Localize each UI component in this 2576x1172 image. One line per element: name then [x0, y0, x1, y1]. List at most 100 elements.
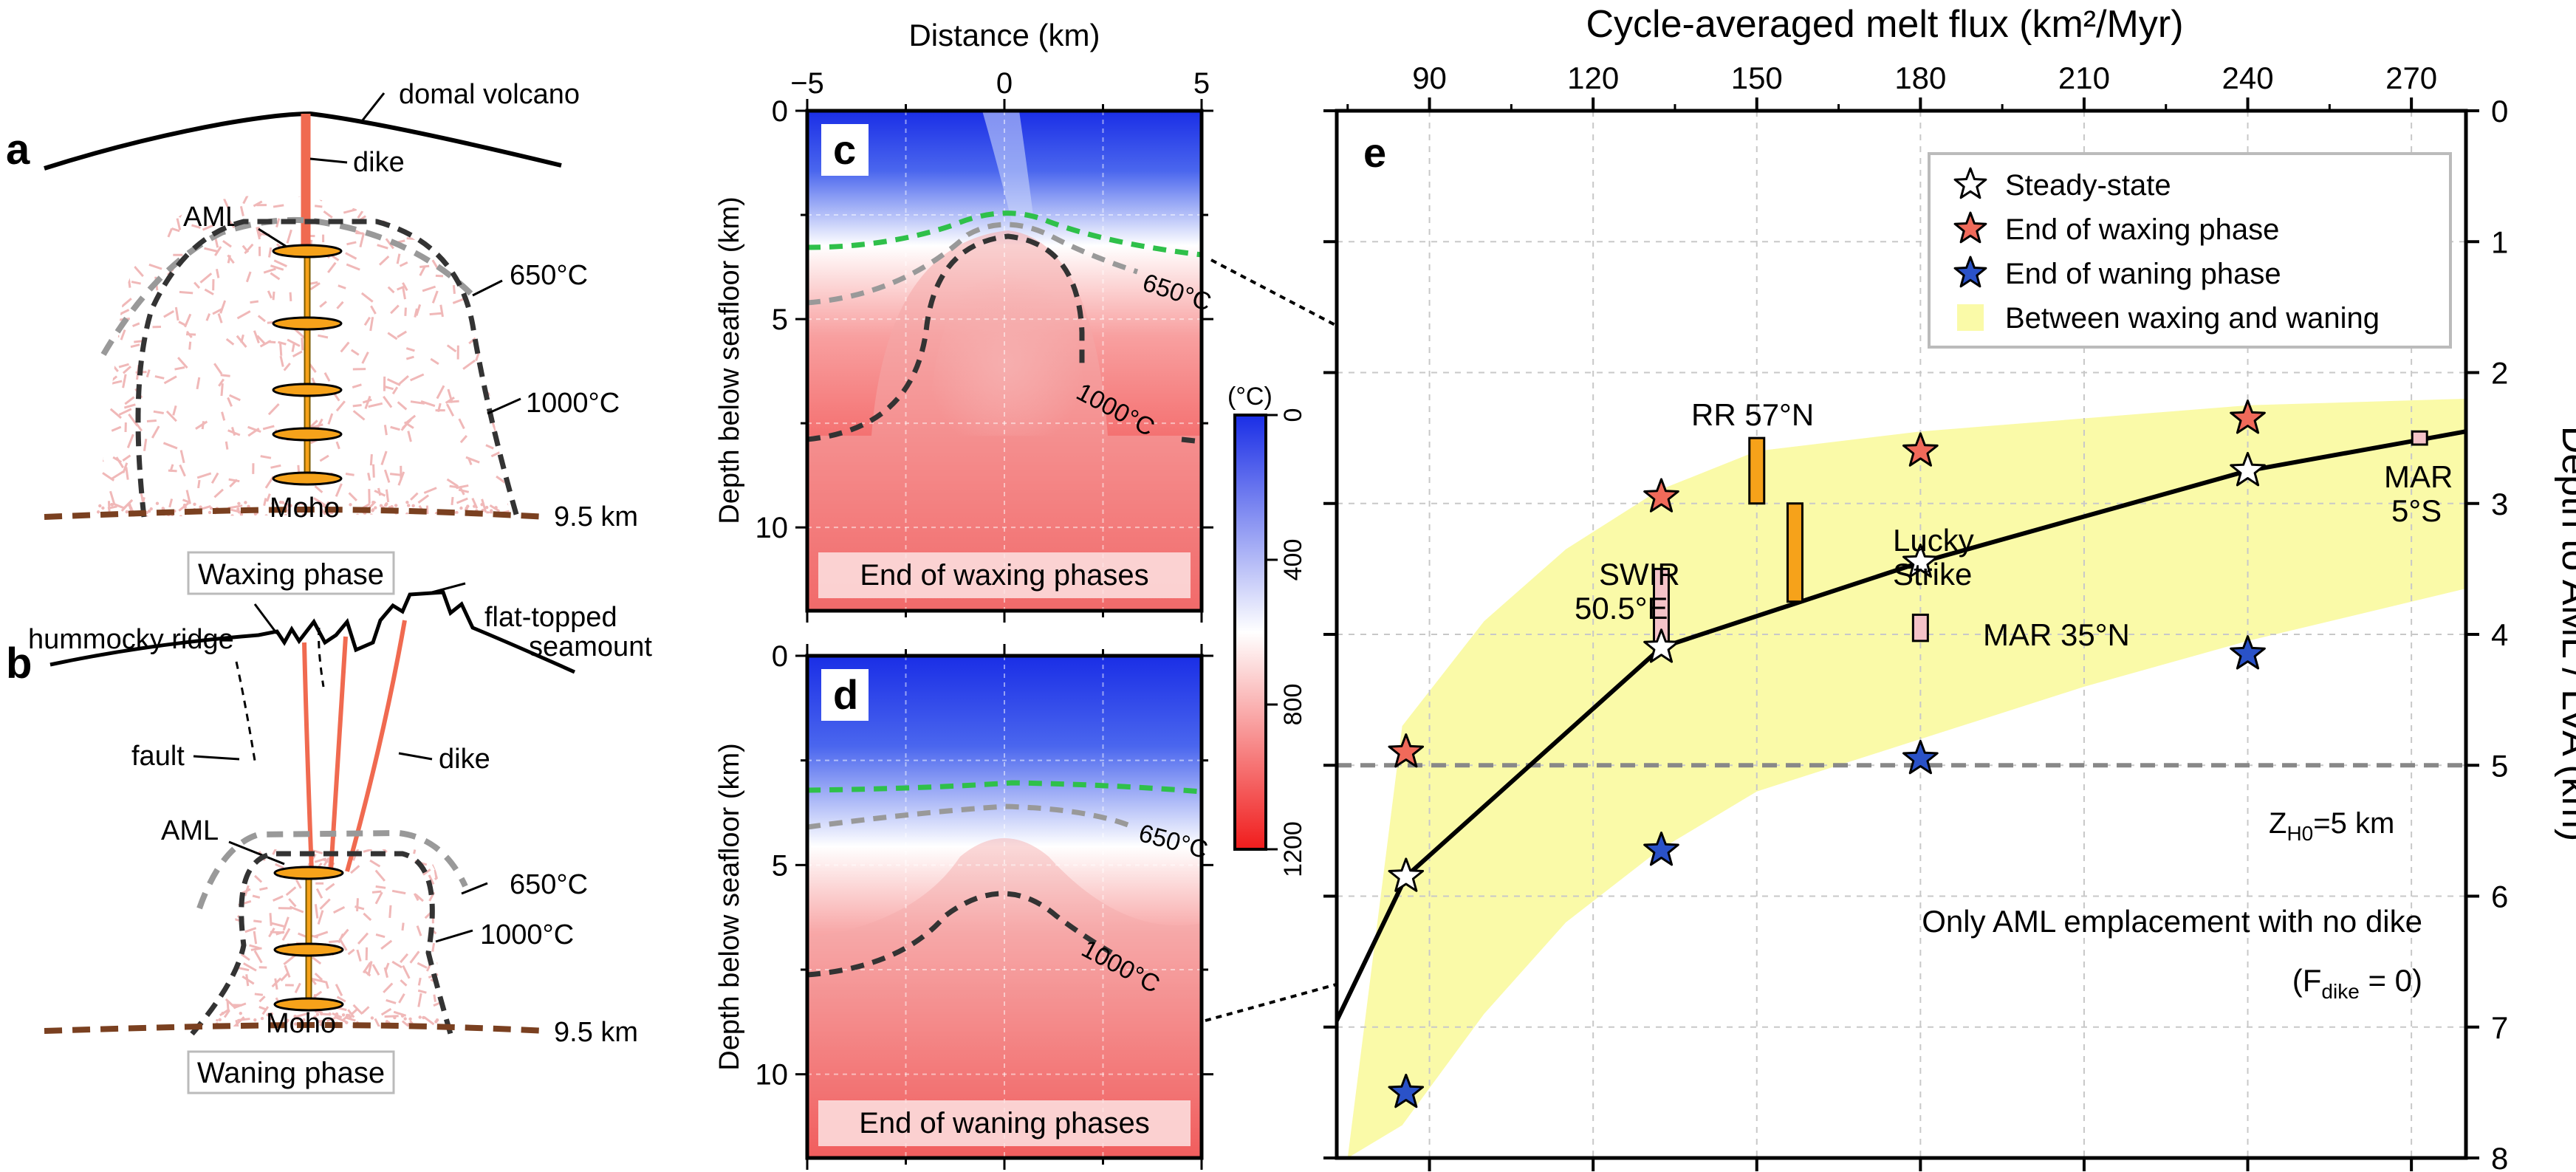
y-tick-label: 10 — [756, 1059, 789, 1092]
texture-mark — [270, 264, 284, 271]
texture-mark — [227, 397, 233, 407]
moho-line-b — [44, 1021, 547, 1034]
texture-mark — [348, 492, 357, 501]
texture-mark — [108, 224, 113, 233]
texture-mark — [301, 337, 304, 351]
aml-sill — [273, 997, 344, 1012]
texture-mark — [410, 373, 425, 382]
texture-mark — [185, 330, 193, 339]
panel-d-letter: d — [833, 671, 858, 718]
texture-mark — [366, 518, 369, 521]
texture-mark — [176, 218, 182, 230]
steady-state-marker — [1902, 544, 1939, 578]
texture-mark — [250, 300, 259, 304]
panel-d-letter-box — [821, 669, 869, 721]
texture-mark — [283, 954, 296, 965]
chart-axes: 90 120 150 180 210 240 270 0 1 2 3 4 5 6 7 8 — [1323, 61, 2508, 1172]
texture-mark — [380, 450, 388, 466]
panel-a-letter: a — [6, 126, 30, 174]
texture-mark — [197, 479, 201, 489]
texture-mark — [380, 849, 388, 854]
waning-marker — [2230, 635, 2266, 670]
texture-mark — [418, 1015, 422, 1019]
texture-mark — [326, 1016, 336, 1022]
texture-mark — [228, 478, 240, 483]
texture-mark — [422, 285, 436, 292]
texture-mark — [287, 338, 301, 347]
fault-2 — [318, 627, 325, 688]
texture-mark — [499, 381, 509, 385]
texture-mark — [285, 886, 297, 897]
texture-mark — [327, 261, 337, 273]
texture-mark — [405, 347, 415, 352]
texture-mark — [473, 252, 479, 261]
texture-mark — [208, 510, 212, 515]
texture-mark — [270, 931, 284, 934]
texture-mark — [295, 879, 302, 889]
texture-mark — [389, 220, 402, 228]
caption-a: Waxing phase — [198, 558, 384, 591]
texture-mark — [415, 304, 422, 316]
texture-mark — [364, 395, 371, 410]
texture-mark — [196, 377, 201, 390]
texture-mark — [452, 285, 456, 294]
aml-sill — [272, 244, 343, 258]
texture-mark — [244, 243, 254, 255]
texture-mark — [345, 1028, 348, 1031]
texture-mark — [294, 507, 298, 511]
texture-mark — [118, 261, 131, 266]
label-moho-depth: 9.5 km — [554, 501, 638, 532]
texture-mark — [134, 265, 144, 278]
texture-mark — [122, 366, 132, 374]
panel-a: a domal volcano dike AML 650°C 1000°C Mo… — [6, 79, 638, 595]
observation-bar — [1748, 436, 1766, 505]
texture-mark — [367, 961, 373, 976]
texture-mark — [174, 306, 179, 321]
texture-mark — [120, 298, 132, 308]
texture-mark — [122, 374, 127, 388]
chart-legend: Steady-state End of waxing phase End of wa… — [1928, 152, 2452, 349]
texture-mark — [445, 397, 455, 404]
texture-mark — [347, 948, 355, 956]
texture-mark — [490, 509, 493, 513]
colorbar-ticks: 0 400 800 1200 — [1266, 408, 1307, 877]
colorbar-unit: (°C) — [1227, 383, 1272, 411]
texture-mark — [253, 200, 263, 208]
obs-label-mar5-2: 5°S — [2391, 493, 2442, 528]
legend-label: End of waxing phase — [2005, 213, 2279, 246]
texture-mark — [253, 1018, 257, 1022]
texture-mark — [335, 984, 343, 996]
texture-mark — [416, 203, 431, 210]
texture-mark — [460, 221, 469, 229]
texture-mark — [245, 518, 248, 521]
texture-mark — [470, 518, 473, 521]
texture-mark — [237, 1018, 250, 1021]
texture-mark — [485, 318, 493, 327]
texture-mark — [319, 301, 327, 308]
texture-mark — [227, 254, 235, 264]
leader-650-b — [461, 882, 488, 895]
isotherm-green-d — [806, 780, 1202, 795]
texture-mark — [436, 385, 445, 400]
texture-mark — [323, 372, 331, 382]
texture-mark — [387, 332, 398, 340]
waxing-marker — [1902, 432, 1939, 467]
texture-mark — [199, 273, 213, 284]
label-aml-b: AML — [161, 815, 219, 846]
texture-mark — [98, 504, 102, 508]
caption-box-c — [818, 552, 1191, 598]
texture-mark — [263, 267, 276, 274]
thermal-ylabel-c: Depth below seafloor (km) — [714, 196, 745, 524]
texture-mark — [407, 431, 412, 442]
caption-box-b — [187, 1050, 395, 1094]
texture-mark — [227, 504, 243, 510]
texture-mark — [363, 316, 371, 326]
texture-mark — [219, 300, 227, 314]
texture-mark — [369, 859, 381, 868]
texture-mark — [340, 341, 350, 353]
texture-mark — [334, 1015, 347, 1024]
texture-mark — [214, 946, 224, 957]
y-tick-label: 5 — [772, 304, 788, 336]
texture-mark — [386, 200, 399, 206]
texture-mark — [270, 464, 281, 469]
